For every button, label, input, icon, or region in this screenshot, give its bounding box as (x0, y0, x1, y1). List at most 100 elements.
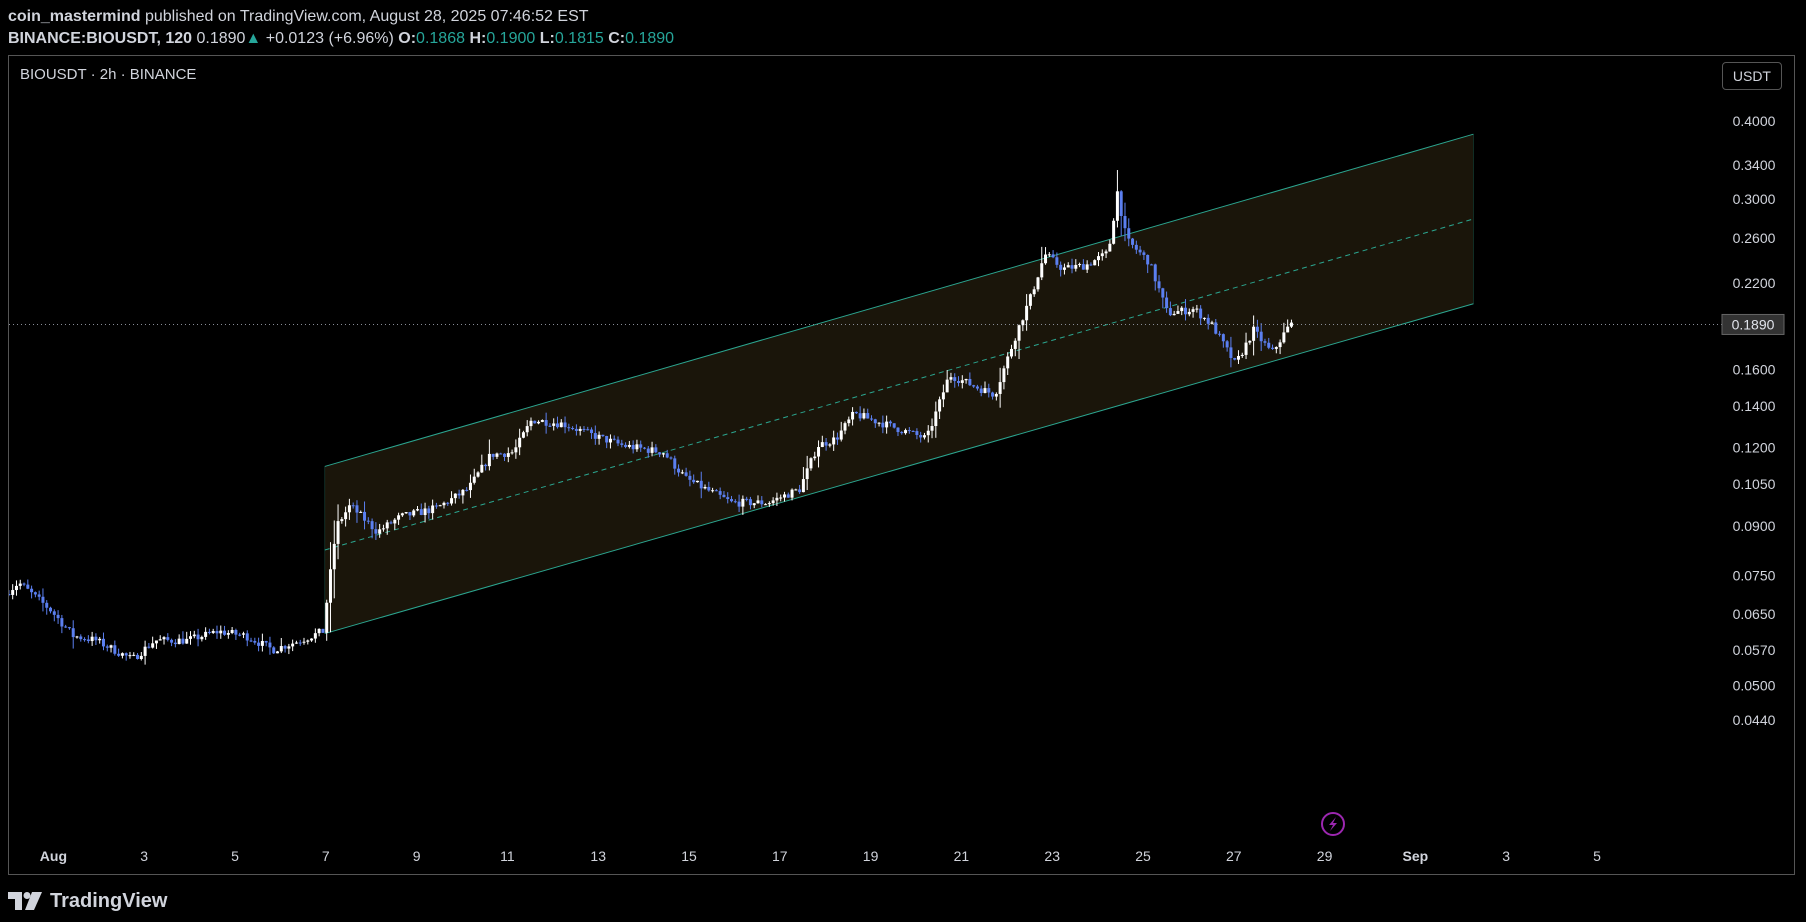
candle-body[interactable] (215, 631, 219, 634)
candle-body[interactable] (75, 636, 79, 638)
candle-body[interactable] (635, 444, 639, 450)
candle-body[interactable] (975, 386, 979, 389)
candle-body[interactable] (1252, 326, 1256, 341)
candle-body[interactable] (798, 489, 802, 493)
candle-body[interactable] (438, 505, 442, 507)
candle-body[interactable] (147, 646, 151, 648)
candle-body[interactable] (1214, 322, 1218, 334)
candle-body[interactable] (1062, 267, 1066, 270)
candle-body[interactable] (820, 442, 824, 448)
candle-body[interactable] (805, 468, 809, 480)
candle-body[interactable] (381, 528, 385, 530)
candle-body[interactable] (892, 423, 896, 428)
candle-body[interactable] (813, 456, 817, 459)
candle-body[interactable] (37, 594, 41, 597)
candle-body[interactable] (124, 653, 128, 656)
candle-body[interactable] (67, 627, 71, 629)
candle-body[interactable] (760, 500, 764, 505)
candle-body[interactable] (1202, 317, 1206, 319)
candle-body[interactable] (960, 380, 964, 383)
candle-body[interactable] (612, 438, 616, 440)
candle-body[interactable] (283, 646, 287, 649)
candle-body[interactable] (351, 505, 355, 507)
candle-body[interactable] (260, 640, 264, 646)
candle-body[interactable] (11, 590, 15, 595)
candle-body[interactable] (264, 640, 268, 643)
candle-body[interactable] (491, 453, 495, 457)
candle-body[interactable] (79, 636, 83, 640)
candle-body[interactable] (132, 654, 136, 656)
candle-body[interactable] (1142, 252, 1146, 255)
candle-body[interactable] (105, 646, 109, 648)
candle-body[interactable] (98, 638, 102, 641)
candle-body[interactable] (347, 505, 351, 513)
candle-body[interactable] (968, 378, 972, 386)
candle-body[interactable] (1278, 342, 1282, 348)
candle-body[interactable] (574, 428, 578, 431)
candle-body[interactable] (824, 442, 828, 446)
candle-body[interactable] (718, 491, 722, 495)
candle-body[interactable] (673, 458, 677, 469)
candle-body[interactable] (1009, 348, 1013, 357)
candle-body[interactable] (113, 645, 117, 654)
candle-body[interactable] (1233, 357, 1237, 360)
candle-body[interactable] (1021, 320, 1025, 326)
lightning-icon[interactable] (1329, 817, 1337, 831)
candle-body[interactable] (1074, 264, 1078, 269)
candle-body[interactable] (688, 475, 692, 480)
candle-body[interactable] (695, 480, 699, 483)
candle-body[interactable] (896, 427, 900, 433)
candle-body[interactable] (767, 503, 771, 505)
candle-body[interactable] (877, 422, 881, 424)
candle-body[interactable] (71, 628, 75, 638)
candle-body[interactable] (563, 422, 567, 428)
candle-body[interactable] (627, 444, 631, 447)
candle-body[interactable] (431, 505, 435, 514)
candle-body[interactable] (779, 497, 783, 499)
candle-body[interactable] (1097, 256, 1100, 261)
candle-body[interactable] (192, 634, 196, 637)
candle-body[interactable] (434, 505, 438, 507)
candle-body[interactable] (870, 418, 873, 420)
channel-lower-line[interactable] (324, 303, 1474, 635)
candle-body[interactable] (1240, 354, 1244, 356)
candle-body[interactable] (854, 411, 858, 414)
candle-body[interactable] (941, 392, 945, 400)
candle-body[interactable] (1028, 294, 1032, 306)
candle-body[interactable] (1225, 341, 1229, 348)
candle-body[interactable] (987, 388, 991, 393)
candle-body[interactable] (1218, 333, 1222, 335)
candle-body[interactable] (1078, 264, 1082, 266)
candle-body[interactable] (639, 444, 643, 448)
candle-body[interactable] (1206, 317, 1210, 324)
candle-body[interactable] (408, 512, 412, 516)
candle-body[interactable] (1259, 331, 1263, 342)
candle-body[interactable] (1149, 264, 1153, 266)
candle-body[interactable] (249, 640, 253, 642)
candle-body[interactable] (9, 593, 11, 595)
candle-body[interactable] (1134, 244, 1138, 250)
candle-body[interactable] (480, 464, 484, 473)
candle-body[interactable] (370, 521, 374, 530)
candle-body[interactable] (1286, 326, 1290, 333)
candle-body[interactable] (374, 529, 378, 534)
candle-body[interactable] (741, 498, 745, 507)
candle-body[interactable] (922, 435, 926, 438)
candle-body[interactable] (979, 388, 983, 394)
candle-body[interactable] (711, 490, 715, 492)
candle-body[interactable] (828, 444, 832, 446)
candle-body[interactable] (416, 509, 419, 511)
candle-body[interactable] (677, 468, 681, 473)
channel-median-line[interactable] (324, 218, 1474, 551)
candle-body[interactable] (90, 636, 94, 642)
candle-body[interactable] (389, 522, 393, 524)
candle-body[interactable] (555, 423, 559, 428)
candle-body[interactable] (49, 607, 53, 612)
candle-body[interactable] (423, 508, 427, 516)
candle-body[interactable] (166, 637, 170, 640)
candle-body[interactable] (457, 493, 461, 496)
candle-body[interactable] (1036, 277, 1040, 290)
candle-body[interactable] (885, 421, 889, 428)
candle-body[interactable] (313, 633, 317, 639)
candle-body[interactable] (385, 522, 389, 529)
